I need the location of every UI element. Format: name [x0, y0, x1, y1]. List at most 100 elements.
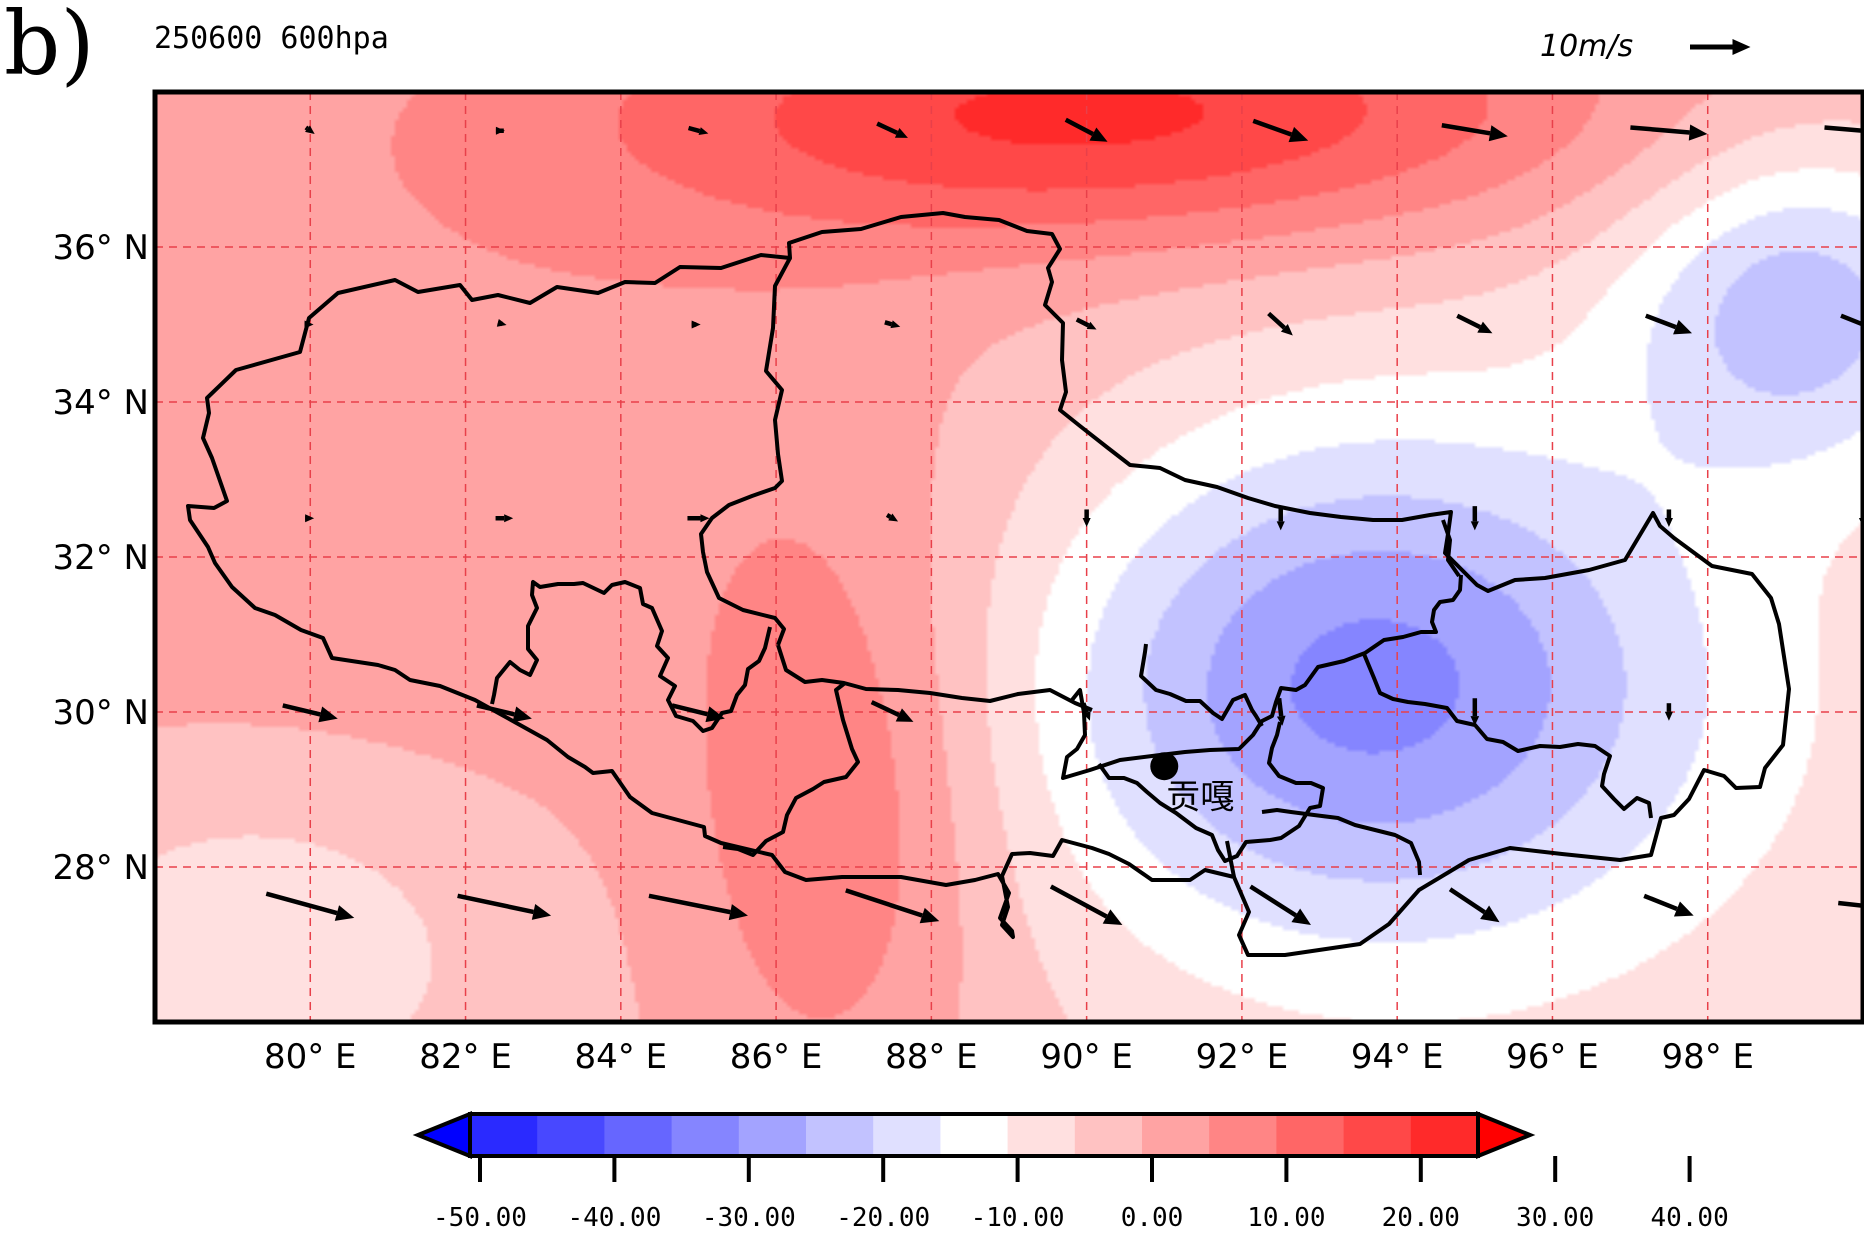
reference-vector-label: 10m/s	[1540, 29, 1633, 64]
wind-arrow-icon	[1276, 506, 1285, 531]
colorbar-tick-label: -40.00	[567, 1203, 661, 1233]
wind-arrow-icon	[1645, 313, 1693, 335]
wind-arrow-icon	[265, 891, 355, 921]
prefecture-boundary-k	[1441, 519, 1461, 578]
wind-arrow-icon	[1441, 123, 1508, 142]
wind-arrow-icon	[1276, 697, 1286, 726]
wind-arrow-icon	[687, 514, 710, 523]
colorbar-extend-high	[1476, 1111, 1536, 1159]
x-tick-label: 96° E	[1506, 1037, 1599, 1077]
wind-arrow-icon	[1643, 893, 1694, 917]
wind-arrow-icon	[305, 514, 315, 523]
y-tick-label: 36° N	[52, 228, 149, 268]
colorbar-tick-label: -50.00	[433, 1203, 527, 1233]
gridlines	[155, 92, 1863, 1022]
prefecture-boundary-e	[1061, 574, 1463, 780]
x-tick-label: 86° E	[730, 1037, 823, 1077]
colorbar-swatch	[1142, 1114, 1210, 1156]
region-boundaries	[186, 211, 1791, 957]
map-frame	[152, 89, 1864, 1025]
wind-arrow-icon	[1840, 313, 1863, 327]
colorbar-tick-label: 0.00	[1121, 1203, 1184, 1233]
x-tick-label: 88° E	[885, 1037, 978, 1077]
colorbar-swatch	[1276, 1114, 1345, 1156]
wind-arrow-icon	[1664, 509, 1673, 528]
prefecture-boundary-i	[1225, 840, 1236, 878]
wind-arrow-icon	[457, 893, 552, 920]
wind-arrow-icon	[304, 125, 315, 135]
wind-arrow-icon	[691, 320, 701, 329]
colorbar-swatch	[671, 1114, 740, 1156]
wind-arrow-icon	[496, 318, 507, 327]
colorbar-swatch	[1410, 1114, 1479, 1156]
wind-arrow-icon	[1249, 884, 1311, 925]
station-dot	[1150, 752, 1179, 781]
prefecture-boundary-c	[490, 580, 772, 733]
colorbar-tick-label: -20.00	[836, 1203, 930, 1233]
wind-arrow-icon	[1824, 125, 1863, 134]
map-title: 250600 600hpa	[154, 21, 389, 56]
wind-arrow-icon	[1448, 887, 1500, 923]
wind-arrow-icon	[1470, 506, 1479, 531]
colorbar-swatch	[1074, 1114, 1143, 1156]
prefecture-boundary-g	[1362, 653, 1653, 819]
x-tick-label: 94° E	[1351, 1037, 1444, 1077]
colorbar-tick-label: 30.00	[1516, 1203, 1594, 1233]
colorbar-swatch	[470, 1114, 538, 1156]
wind-arrow-icon	[1082, 509, 1091, 528]
wind-arrow-icon	[1075, 317, 1097, 330]
x-tick-label: 90° E	[1040, 1037, 1133, 1077]
colorbar-swatch	[940, 1114, 1009, 1156]
colorbar-tick-label: -30.00	[702, 1203, 796, 1233]
prefecture-boundary-h	[1097, 721, 1325, 863]
wind-arrow-icon	[687, 125, 709, 135]
y-tick-label: 30° N	[52, 693, 149, 733]
wind-arrow-icon	[648, 893, 748, 921]
colorbar-swatch	[738, 1114, 807, 1156]
colorbar-swatch	[1209, 1114, 1277, 1156]
colorbar-swatch	[873, 1114, 941, 1156]
y-tick-label: 28° N	[52, 848, 149, 888]
panel-label: b)	[4, 0, 95, 95]
wind-arrow-icon	[876, 121, 908, 138]
x-tick-label: 82° E	[419, 1037, 512, 1077]
wind-arrow-icon	[1064, 117, 1108, 142]
wind-arrow-icon	[1630, 124, 1708, 141]
station-marker: 贡嘎	[1150, 752, 1234, 817]
wind-arrow-icon	[845, 888, 940, 924]
prefecture-boundary-f	[1139, 643, 1264, 728]
wind-arrow-icon	[1470, 698, 1480, 726]
station-label: 贡嘎	[1166, 777, 1234, 817]
y-tick-label: 34° N	[52, 383, 149, 423]
tibet-boundary	[186, 211, 1791, 957]
colorbar-swatch	[537, 1114, 605, 1156]
prefecture-boundary-b	[776, 644, 1093, 712]
wind-arrow-icon	[1081, 702, 1091, 721]
wind-arrow-icon	[282, 703, 338, 723]
wind-arrow-icon	[495, 514, 514, 523]
wind-arrow-icon	[1267, 311, 1293, 336]
wind-arrow-icon	[1664, 703, 1673, 721]
colorbar-swatch	[604, 1114, 673, 1156]
colorbar-tick-label: 20.00	[1382, 1203, 1460, 1233]
reference-vector: 10m/s	[1540, 29, 1751, 64]
colorbar-frame	[468, 1112, 1480, 1158]
map-area: 贡嘎 80° E 82° E 84° E 86° E 88° E 90° E 92° E 94…	[52, 89, 1864, 1077]
reference-arrow-icon	[1690, 39, 1751, 55]
wind-arrow-icon	[1252, 118, 1309, 143]
prefecture-boundary-d	[722, 681, 860, 857]
wind-arrow-icon	[885, 513, 899, 522]
colorbar: -50.00 -40.00 -30.00 -20.00 -10.00 0.00 10.00 2…	[412, 1111, 1729, 1233]
colorbar-tick-label: 10.00	[1247, 1203, 1325, 1233]
y-tick-label: 32° N	[52, 538, 149, 578]
x-tick-label: 98° E	[1661, 1037, 1754, 1077]
colorbar-swatch	[806, 1114, 874, 1156]
y-axis-ticks: 36° N 34° N 32° N 30° N 28° N	[52, 228, 149, 888]
prefecture-boundary-a	[699, 257, 792, 646]
prefecture-boundary-j	[1261, 808, 1422, 876]
colorbar-swatch	[1007, 1114, 1076, 1156]
wind-arrow-icon	[304, 320, 314, 329]
wind-arrow-icon	[671, 703, 725, 723]
colorbar-tick-label: -10.00	[971, 1203, 1065, 1233]
